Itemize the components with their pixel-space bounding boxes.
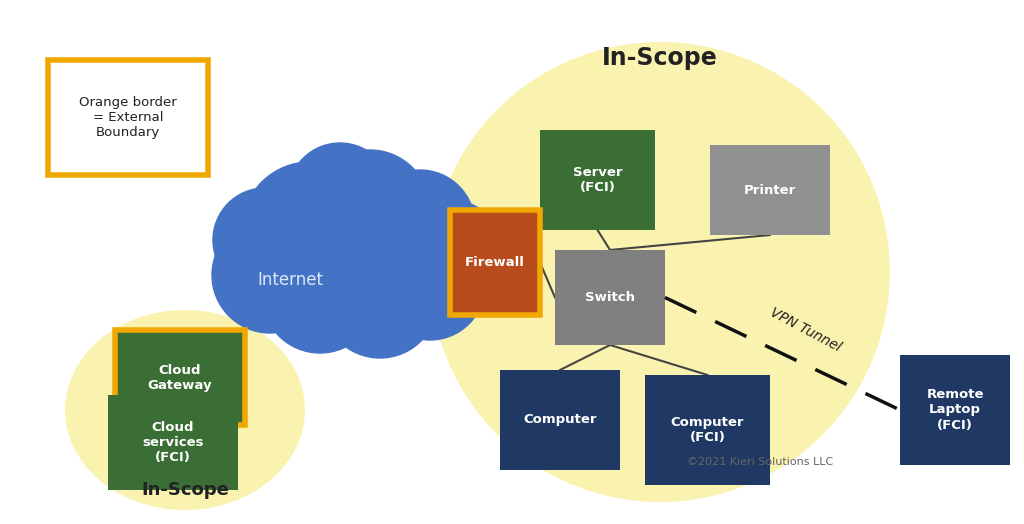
FancyBboxPatch shape bbox=[900, 355, 1010, 465]
Text: Orange border
= External
Boundary: Orange border = External Boundary bbox=[79, 96, 177, 139]
Text: VPN Tunnel: VPN Tunnel bbox=[767, 305, 843, 355]
Circle shape bbox=[322, 242, 438, 358]
FancyBboxPatch shape bbox=[48, 60, 208, 175]
Circle shape bbox=[288, 143, 392, 247]
Text: Switch: Switch bbox=[585, 291, 635, 304]
Text: Computer
(FCI): Computer (FCI) bbox=[671, 416, 744, 444]
Circle shape bbox=[285, 185, 425, 325]
Ellipse shape bbox=[65, 310, 305, 510]
FancyBboxPatch shape bbox=[645, 375, 770, 485]
Circle shape bbox=[262, 237, 378, 353]
FancyBboxPatch shape bbox=[450, 210, 540, 315]
Text: Remote
Laptop
(FCI): Remote Laptop (FCI) bbox=[927, 388, 984, 431]
Text: Computer: Computer bbox=[523, 413, 597, 427]
Circle shape bbox=[395, 200, 505, 310]
Text: Internet: Internet bbox=[257, 271, 323, 289]
Circle shape bbox=[213, 188, 317, 292]
Circle shape bbox=[242, 162, 378, 298]
Text: Cloud
services
(FCI): Cloud services (FCI) bbox=[142, 421, 204, 464]
Text: Printer: Printer bbox=[743, 183, 796, 196]
Text: Cloud
Gateway: Cloud Gateway bbox=[147, 364, 212, 391]
Text: In-Scope: In-Scope bbox=[602, 46, 718, 70]
Text: ©2021 Kieri Solutions LLC: ©2021 Kieri Solutions LLC bbox=[687, 457, 834, 467]
FancyBboxPatch shape bbox=[555, 250, 665, 345]
FancyBboxPatch shape bbox=[108, 395, 238, 490]
Circle shape bbox=[212, 217, 328, 333]
Circle shape bbox=[310, 150, 430, 270]
Circle shape bbox=[365, 170, 475, 280]
FancyBboxPatch shape bbox=[500, 370, 620, 470]
Text: In-Scope: In-Scope bbox=[141, 481, 229, 499]
Text: Server
(FCI): Server (FCI) bbox=[572, 166, 623, 194]
FancyBboxPatch shape bbox=[540, 130, 655, 230]
FancyBboxPatch shape bbox=[710, 145, 830, 235]
Ellipse shape bbox=[430, 42, 890, 502]
FancyBboxPatch shape bbox=[115, 330, 245, 425]
Text: Firewall: Firewall bbox=[465, 256, 525, 269]
Circle shape bbox=[375, 230, 485, 340]
